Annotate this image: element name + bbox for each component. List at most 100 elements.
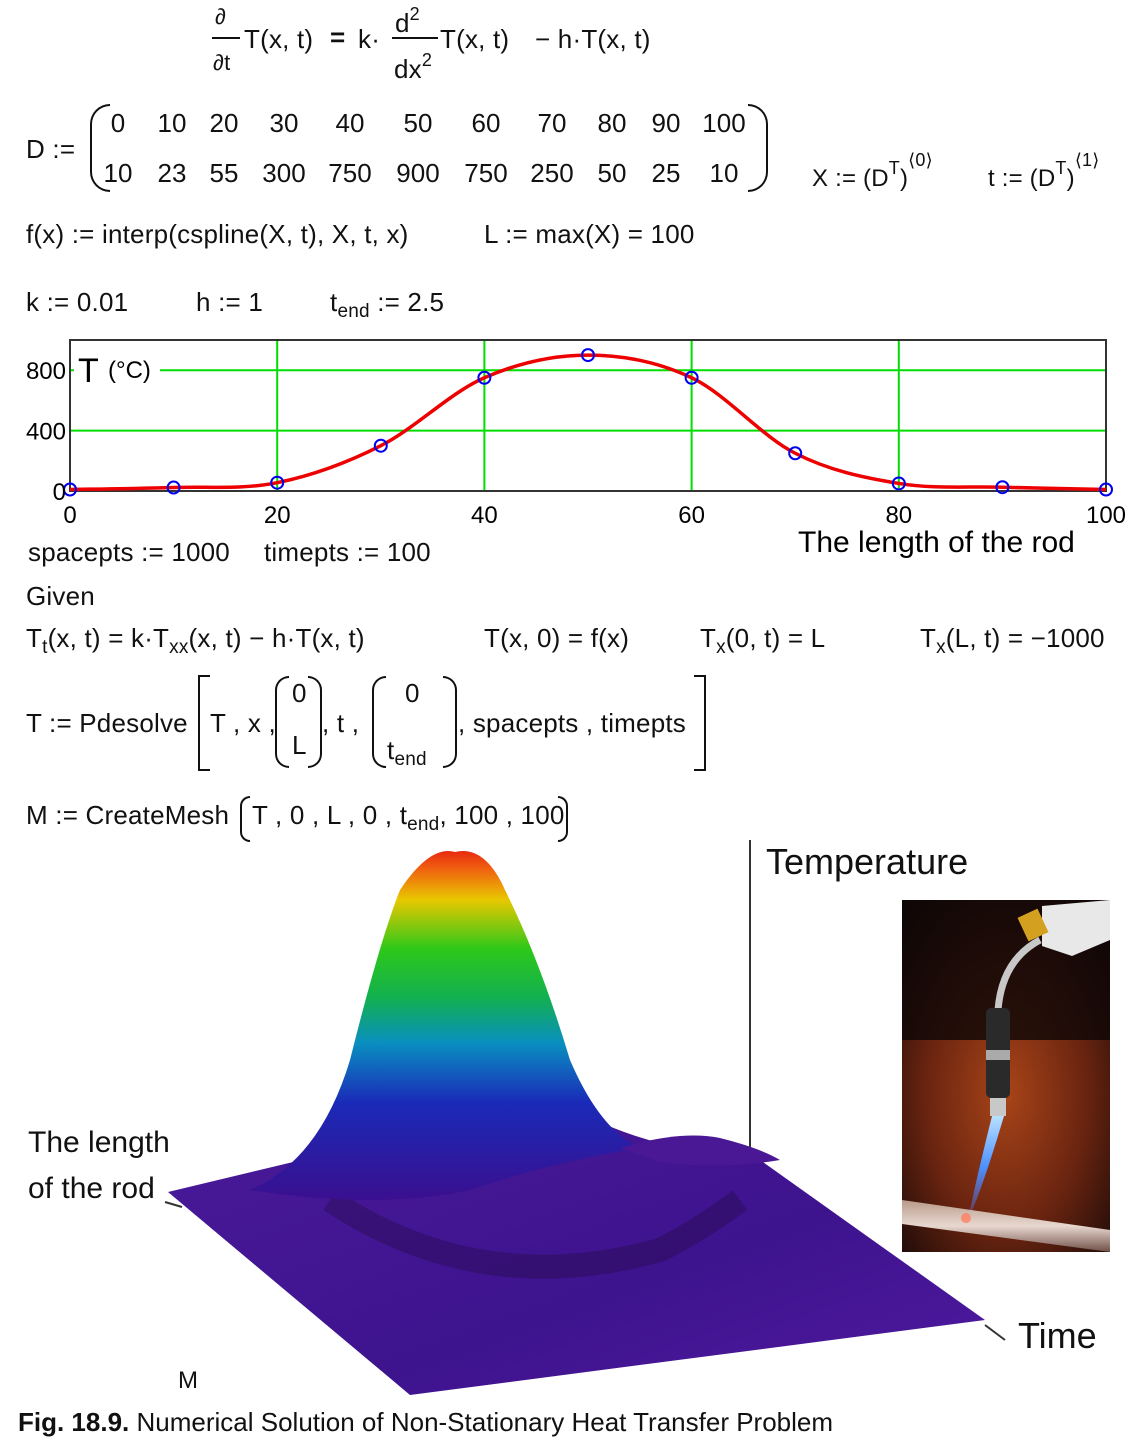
matrix-row2-cell: 250 (530, 158, 574, 188)
temperature-curve (69, 353, 1107, 492)
pdesolve-args-1: T , x , (210, 708, 276, 738)
t-def: t := (DT)⟨1⟩ (988, 150, 1100, 192)
chart-ylabel-unit: (°C) (108, 357, 151, 384)
spacepts-definition: spacepts := 1000 (28, 537, 230, 567)
x-tick-label: 80 (885, 502, 912, 529)
pdesolve-x0: 0 (292, 678, 307, 708)
pdesolve-label: T := Pdesolve (26, 708, 188, 738)
data-point (373, 438, 388, 453)
matrix-row1-cell: 100 (702, 108, 746, 138)
pdesolve-left-bracket (198, 675, 210, 771)
pdesolve-paren-1l (275, 676, 289, 768)
surface-plot-3d: Temperature The length of the rod Time M (28, 840, 1097, 1395)
x-def: X := (DT)⟨0⟩ (812, 150, 933, 192)
data-point (63, 482, 77, 497)
pdesolve-paren-2r (443, 676, 457, 768)
k-definition: k := 0.01 (26, 287, 129, 317)
chart-ylabel: T (78, 352, 99, 390)
partial-symbol: ∂ (215, 4, 227, 29)
length-axis (164, 1201, 183, 1208)
length-axis-label-1: The length (28, 1126, 170, 1159)
pde-dx2: dx2 (394, 50, 433, 84)
data-point (684, 370, 699, 385)
matrix-row1-cell: 20 (209, 108, 239, 138)
given-equation-4: Tx(L, t) = −1000 (920, 623, 1105, 658)
pde-equals: = (330, 22, 346, 52)
chart-frame (69, 339, 1107, 492)
ylabel-background (74, 352, 160, 390)
tend-definition: tend := 2.5 (330, 287, 445, 322)
x-tick-label: 100 (1086, 502, 1126, 529)
data-point (166, 480, 181, 495)
data-points (63, 348, 1113, 497)
pde-d2: d2 (395, 4, 420, 38)
pdesolve-right-bracket (694, 675, 706, 771)
temperature-axis-label: Temperature (766, 841, 968, 882)
createmesh-label: M := CreateMesh (26, 800, 230, 830)
pde-k: k· (358, 24, 381, 54)
data-point (270, 475, 285, 490)
data-point (1099, 482, 1113, 497)
y-tick-label: 400 (26, 419, 66, 446)
matrix-row1-cell: 30 (269, 108, 299, 138)
matrix-row1-cell: 90 (651, 108, 681, 138)
matrix-row2-cell: 900 (396, 158, 440, 188)
partial-dt: ∂t (213, 50, 231, 75)
matrix-row1-cell: 10 (157, 108, 187, 138)
pde-rhs2: − h·T(x, t) (535, 24, 651, 54)
given-keyword: Given (26, 581, 95, 611)
data-point (995, 480, 1010, 495)
matrix-row1-cell: 50 (403, 108, 433, 138)
matrix-row1-cell: 40 (335, 108, 365, 138)
h-definition: h := 1 (196, 287, 263, 317)
createmesh-left-paren (240, 796, 250, 842)
matrix-row2-cell: 55 (209, 158, 239, 188)
y-tick-labels: 0 400 800 (26, 358, 66, 506)
l-definition: L := max(X) = 100 (484, 219, 695, 249)
mesh-label: M (178, 1367, 198, 1394)
matrix-name: D := (26, 134, 76, 164)
fraction-bar-2 (392, 37, 438, 39)
chart-grid (70, 340, 1106, 491)
pde-lhs: T(x, t) (244, 24, 314, 54)
matrix-row1-cell: 80 (597, 108, 627, 138)
data-point (891, 476, 906, 491)
x-tick-label: 0 (63, 502, 76, 529)
x-tick-label: 20 (264, 502, 291, 529)
length-axis-label-2: of the rod (28, 1172, 155, 1205)
data-point (477, 370, 492, 385)
pdesolve-args-3: , spacepts , timepts (458, 708, 686, 738)
chart-xlabel: The length of the rod (798, 526, 1075, 559)
pdesolve-args-2: , t , (322, 708, 360, 738)
matrix-row2-cell: 23 (157, 158, 187, 188)
surface-ridge (620, 1135, 780, 1166)
x-tick-label: 40 (471, 502, 498, 529)
matrix-row1-cell: 0 (110, 108, 126, 138)
pde-rhs1: T(x, t) (440, 24, 510, 54)
data-point (581, 348, 595, 363)
timepts-definition: timepts := 100 (264, 537, 431, 567)
x-tick-label: 60 (678, 502, 705, 529)
pdesolve-paren-2l (372, 676, 386, 768)
given-equation-2: T(x, 0) = f(x) (484, 623, 630, 653)
y-tick-label: 0 (53, 479, 66, 506)
matrix-row2-cell: 10 (103, 158, 133, 188)
surface-peak (250, 851, 640, 1200)
matrix-row2-cell: 50 (597, 158, 627, 188)
x-tick-labels: 0 20 40 60 80 100 (63, 502, 1126, 529)
blowtorch-illustration (902, 900, 1110, 1252)
matrix-row2-cell: 10 (709, 158, 739, 188)
createmesh-args: T , 0 , L , 0 , tend, 100 , 100 (252, 800, 565, 835)
pdesolve-tend: tend (387, 735, 427, 770)
matrix-row1-cell: 60 (471, 108, 501, 138)
given-equation-1: Tt(x, t) = k·Txx(x, t) − h·T(x, t) (26, 623, 365, 658)
matrix-row2-cell: 750 (328, 158, 372, 188)
matrix-row2-cell: 750 (464, 158, 508, 188)
temperature-profile-chart: 0 400 800 0 20 40 60 80 100 T (°C) The length o… (26, 339, 1126, 559)
caption-number: Fig. 18.9. (18, 1407, 130, 1437)
pdesolve-xL: L (292, 730, 307, 760)
fraction-bar (212, 37, 240, 39)
given-equation-3: Tx(0, t) = L (700, 623, 826, 658)
y-tick-label: 800 (26, 358, 66, 385)
f-definition: f(x) := interp(cspline(X, t), X, t, x) (26, 219, 409, 249)
